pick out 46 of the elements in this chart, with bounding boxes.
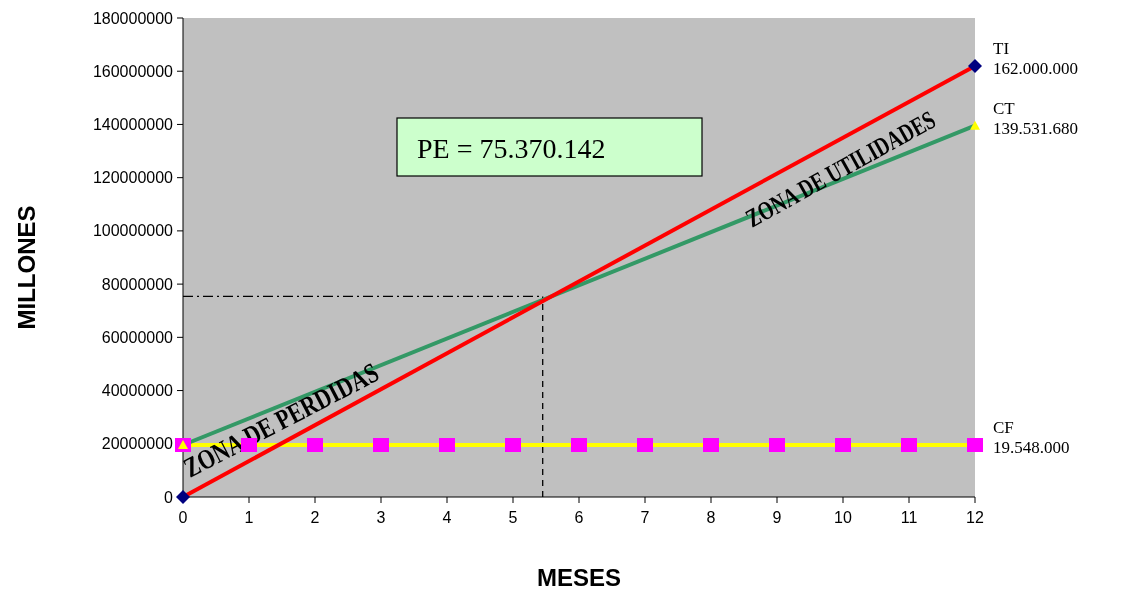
point: [505, 437, 521, 452]
x-tick-label: 2: [310, 509, 320, 526]
y-axis-title: MILLONES: [13, 205, 40, 330]
y-tick-label: 20000000: [101, 435, 174, 453]
point: [637, 437, 653, 452]
x-tick-label: 12: [966, 509, 984, 526]
x-tick-label: 10: [834, 509, 852, 526]
point: [835, 437, 851, 452]
x-tick-label: 6: [574, 509, 584, 526]
data-label: 19.548.000: [993, 438, 1070, 458]
y-tick-label: 160000000: [92, 62, 174, 80]
point: [176, 490, 190, 504]
x-tick-label: 9: [772, 509, 782, 526]
x-tick-label: 4: [442, 509, 452, 526]
point: [307, 437, 323, 452]
x-tick-label: 8: [706, 509, 716, 526]
point: [439, 437, 455, 452]
x-tick-label: 0: [178, 509, 188, 526]
point: [968, 58, 982, 73]
y-tick-label: 180000000: [92, 9, 174, 27]
point: [967, 437, 983, 452]
data-label: 162.000.000: [993, 59, 1078, 79]
point: [373, 437, 389, 452]
y-tick-label: 100000000: [92, 222, 174, 240]
text-box: PE = 75.370.142: [396, 117, 703, 177]
y-tick-label: 80000000: [101, 275, 174, 293]
x-tick-label: 3: [376, 509, 386, 526]
annotation: PE = 75.370.142: [417, 133, 606, 164]
point: [571, 437, 587, 452]
y-tick-label: 0: [164, 488, 174, 506]
point: [769, 437, 785, 452]
x-axis-title: MESES: [536, 564, 622, 590]
y-tick-label: 60000000: [101, 328, 174, 346]
y-tick-label: 140000000: [92, 116, 174, 134]
x-tick-label: 7: [640, 509, 650, 526]
point: [901, 437, 917, 452]
x-tick-label: 11: [900, 509, 918, 526]
x-tick-label: 5: [508, 509, 518, 526]
data-label: 139.531.680: [993, 119, 1078, 139]
x-tick-label: 1: [244, 509, 254, 526]
y-tick-label: 40000000: [101, 382, 174, 400]
point: [703, 437, 719, 452]
series-label: TI: [993, 38, 1010, 58]
y-tick-label: 120000000: [92, 169, 174, 187]
series-label: CT: [993, 98, 1016, 118]
series-label: CF: [993, 417, 1014, 437]
